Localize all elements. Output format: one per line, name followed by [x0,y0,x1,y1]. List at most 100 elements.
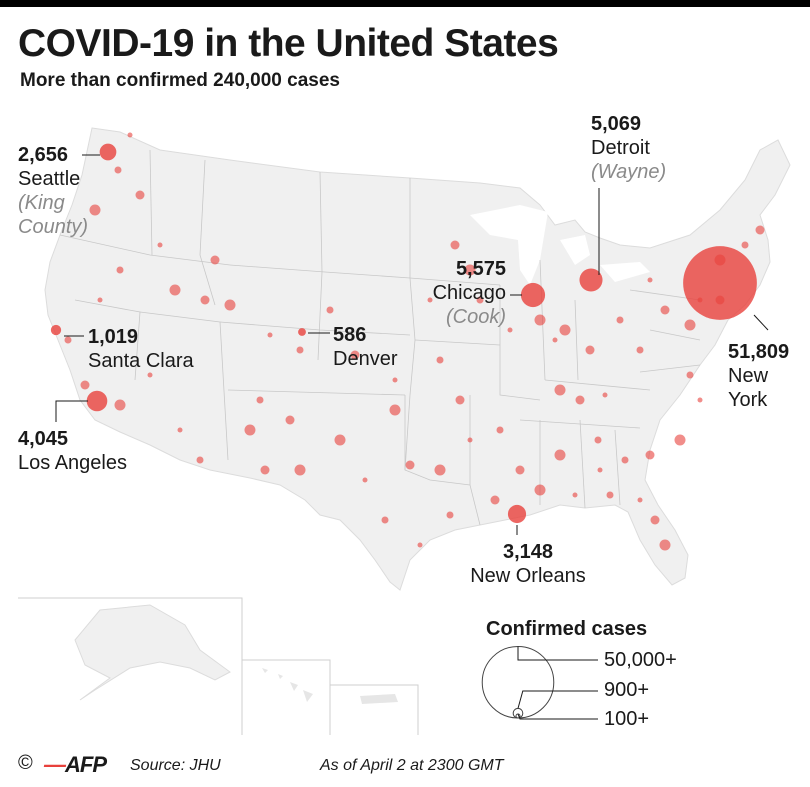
callout-chicago: 5,575 Chicago (Cook) [420,257,506,329]
county-bubble [575,395,585,405]
callout-los-angeles-city: Los Angeles [18,452,127,474]
county-bubble [741,241,749,249]
county-bubble [554,384,566,396]
puerto-rico-land [360,694,398,704]
copyright-symbol: © [18,752,33,774]
county-bubble [285,415,295,425]
county-bubble [244,424,256,436]
county-bubble [436,356,444,364]
county-bubble [515,465,525,475]
callout-leaders [55,154,769,535]
city-bubble-denver [298,328,306,336]
county-bubble [114,399,126,411]
callout-los-angeles: 4,045 Los Angeles [18,427,127,475]
county-bubble [606,491,614,499]
county-bubble [169,284,181,296]
city-bubble-seattle [99,143,117,161]
county-bubble [362,477,368,483]
county-bubble [267,332,273,338]
legend-leader-2 [517,713,598,720]
callout-seattle-value: 2,656 [18,144,69,166]
county-bubble [97,297,103,303]
callout-seattle: 2,656 Seattle (King County) [18,143,88,239]
county-bubble [637,497,643,503]
callout-new-orleans-value: 3,148 [502,541,554,563]
callout-denver-city: Denver [333,348,398,370]
callout-new-york-city-line1: New [728,365,769,387]
county-bubble [552,337,558,343]
county-bubble [381,516,389,524]
county-bubble [554,449,566,461]
county-bubble [616,316,624,324]
top-rule [0,0,810,7]
county-bubble [534,314,546,326]
legend-leader-1 [517,690,598,709]
county-bubble [659,539,671,551]
city-bubble-santa-clara [50,324,62,336]
county-bubble [116,266,124,274]
county-bubble [427,297,433,303]
county-bubble [684,319,696,331]
county-bubble [455,395,465,405]
county-bubble [490,495,500,505]
date-note: As of April 2 at 2300 GMT [320,757,504,774]
county-bubble [476,296,484,304]
county-bubble [334,434,346,446]
legend-leader-0 [517,646,598,661]
county-bubble [80,380,90,390]
county-bubble [260,465,270,475]
callout-santa-clara-value: 1,019 [88,326,139,348]
city-bubble-los-angeles [86,390,108,412]
county-bubble [89,204,101,216]
leader-los-angeles [55,400,88,422]
callout-new-orleans-city: New Orleans [470,565,586,587]
source-note: Source: JHU [130,757,221,774]
county-bubble [621,456,629,464]
callout-chicago-value: 5,575 [455,258,506,280]
county-bubble [660,305,670,315]
county-bubble [200,295,210,305]
callout-los-angeles-value: 4,045 [18,428,69,450]
callout-seattle-county-line2: County) [18,216,89,238]
county-bubble [559,324,571,336]
callout-chicago-city: Chicago [432,282,506,304]
county-bubble [114,166,122,174]
county-bubble [647,277,653,283]
city-bubble-new-orleans [507,504,527,524]
callout-detroit-county: (Wayne) [591,161,667,183]
county-bubble [572,492,578,498]
county-bubble [594,436,602,444]
callout-denver: 586 Denver [333,323,397,371]
legend-circle-1 [512,707,524,719]
county-bubble [405,460,415,470]
hawaii-land [262,668,313,702]
callout-detroit: 5,069 Detroit (Wayne) [591,112,666,184]
great-lakes [470,205,650,285]
city-bubble-chicago [520,282,546,308]
county-bubble [147,372,153,378]
callout-santa-clara: 1,019 Santa Clara [88,325,194,373]
county-bubble [755,225,765,235]
page-subtitle: More than confirmed 240,000 cases [20,70,340,91]
legend-label-large: 50,000+ [604,649,677,671]
county-bubble [224,299,236,311]
county-bubble [645,450,655,460]
county-bubble [326,306,334,314]
afp-logo: —AFP [44,752,107,777]
alaska-land [74,604,231,701]
county-bubble [127,132,133,138]
county-bubble [602,392,608,398]
us-land [44,127,791,591]
county-bubble [434,464,446,476]
county-bubble [350,350,360,360]
county-bubble [157,242,163,248]
callout-new-york-value: 51,809 [728,341,790,363]
county-bubble [177,427,183,433]
county-bubble [450,240,460,250]
county-bubble [585,345,595,355]
legend-label-medium: 900+ [604,679,650,701]
county-bubble [296,346,304,354]
legend-graphic [481,645,598,720]
county-bubble [294,464,306,476]
